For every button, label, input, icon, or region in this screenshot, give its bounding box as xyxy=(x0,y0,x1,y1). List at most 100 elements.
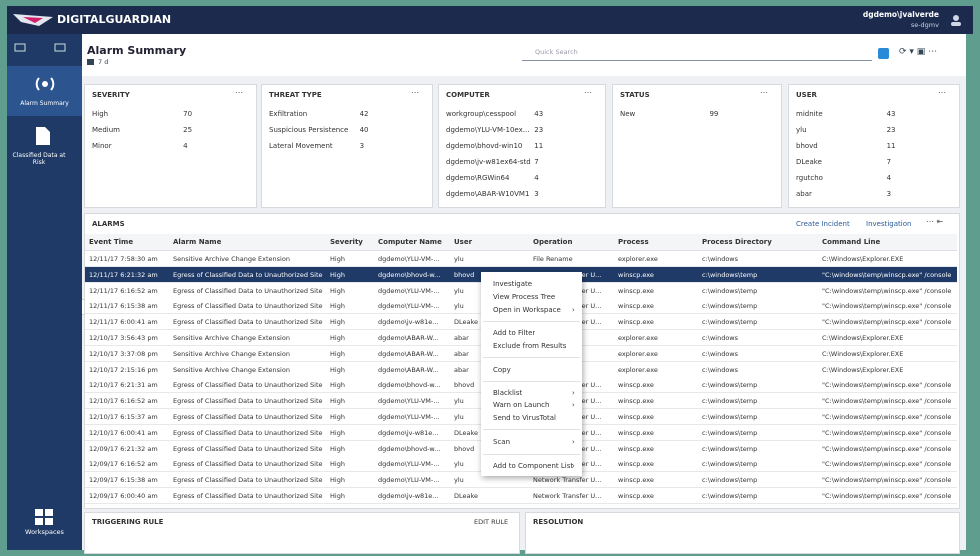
table-row[interactable] xyxy=(85,251,957,267)
sidebar-toggles[interactable] xyxy=(13,42,75,54)
panel-label[interactable]: ylu xyxy=(796,126,807,134)
panel-label[interactable]: rgutcho xyxy=(796,174,823,182)
panel-label[interactable]: dgdemo\RGWin64 xyxy=(446,174,510,182)
panel-title: COMPUTER xyxy=(446,91,490,99)
panel-label[interactable]: dgdemo\YLU-VM-10ex... xyxy=(446,126,530,134)
table-cell: winscp.exe xyxy=(618,428,654,437)
panel-value: 23 xyxy=(886,126,896,134)
table-row[interactable] xyxy=(85,472,957,489)
column-header[interactable]: Event Time xyxy=(89,238,134,246)
alarms-menu[interactable]: ⋯ ⇤ xyxy=(926,217,944,226)
panel-label[interactable]: dgdemo\bhovd-win10 xyxy=(446,142,523,150)
nav-label[interactable]: Classified Data at Risk xyxy=(12,152,66,166)
panel-label[interactable]: High xyxy=(92,110,109,118)
table-cell: High xyxy=(330,349,345,358)
table-cell: ylu xyxy=(454,413,464,421)
table-cell: "C:\windows\temp\winscp.exe" /console= xyxy=(822,444,951,453)
menu-item[interactable]: Investigate xyxy=(493,280,533,288)
panel-label[interactable]: abar xyxy=(796,190,812,198)
table-cell: c:\windows\temp xyxy=(702,381,758,390)
table-cell: explorer.exe xyxy=(618,255,658,263)
user-name[interactable]: dgdemo\jvalverde xyxy=(862,10,939,19)
panel-label[interactable]: dgdemo\ABAR-W10VM1 xyxy=(446,190,530,198)
panel-menu[interactable]: ⋯ xyxy=(235,88,243,97)
action[interactable]: Create Incident xyxy=(796,220,850,228)
table-cell: ylu xyxy=(454,255,464,263)
workspaces-label[interactable]: Workspaces xyxy=(25,528,64,536)
panel-menu[interactable]: ⋯ xyxy=(938,88,946,97)
filter-button[interactable] xyxy=(878,48,889,59)
menu-item[interactable]: View Process Tree xyxy=(493,293,556,301)
table-cell: c:\windows\temp xyxy=(702,397,758,406)
column-header[interactable]: User xyxy=(454,238,473,246)
table-cell: High xyxy=(330,286,345,295)
column-header[interactable]: Alarm Name xyxy=(173,238,222,246)
table-cell: High xyxy=(330,302,345,311)
panel-label[interactable]: Suspicious Persistence xyxy=(269,126,349,134)
nav-label[interactable]: Alarm Summary xyxy=(20,100,69,107)
panel-menu[interactable]: ⋯ xyxy=(760,88,768,97)
table-cell: c:\windows\temp xyxy=(702,302,758,311)
table-cell: 12/10/17 6:00:41 am xyxy=(89,428,158,437)
menu-item[interactable]: Warn on Launch xyxy=(493,401,550,409)
range[interactable]: 7 d xyxy=(98,58,109,66)
table-cell: High xyxy=(330,460,345,469)
table-cell: Egress of Classified Data to Unauthorize… xyxy=(173,270,323,279)
panel-value: 25 xyxy=(183,126,193,134)
menu-item[interactable]: Add to Component List xyxy=(493,462,574,470)
table-cell: High xyxy=(330,381,345,390)
column-header[interactable]: Command Line xyxy=(822,238,881,246)
menu-item[interactable]: Send to VirusTotal xyxy=(493,414,556,422)
panel-menu[interactable]: ⋯ xyxy=(411,88,419,97)
table-cell: dgdemo\bhovd-w... xyxy=(378,270,441,279)
table-cell: High xyxy=(330,428,345,437)
table-cell: bhovd xyxy=(454,444,475,453)
toolbar-icons[interactable]: ⟳ ▾ ▣ ⋯ xyxy=(899,47,938,57)
menu-item[interactable]: Blacklist xyxy=(493,389,523,397)
table-cell: dgdemo\ABAR-W... xyxy=(378,334,439,342)
summary-panel xyxy=(438,84,606,208)
action[interactable]: Investigation xyxy=(866,220,912,228)
table-cell: c:\windows\temp xyxy=(702,286,758,295)
panel-label[interactable]: midnite xyxy=(796,110,823,118)
user-icon[interactable] xyxy=(949,13,963,27)
panel-value: 4 xyxy=(183,142,188,150)
context-menu xyxy=(481,272,582,476)
nav-active[interactable] xyxy=(7,66,82,116)
table-row[interactable] xyxy=(85,488,957,504)
table-cell: 12/10/17 6:15:37 am xyxy=(89,413,158,421)
panel-label[interactable]: dgdemo\jv-w81ex64-std xyxy=(446,158,531,166)
menu-item[interactable]: Add to Filter xyxy=(493,329,536,337)
menu-item[interactable]: Exclude from Results xyxy=(493,342,567,350)
panel-label[interactable]: Lateral Movement xyxy=(269,142,333,150)
menu-item[interactable]: Copy xyxy=(493,366,511,374)
panel-menu[interactable]: ⋯ xyxy=(584,88,592,97)
edit-rule[interactable]: EDIT RULE xyxy=(474,518,509,526)
submenu-arrow: › xyxy=(572,389,575,397)
panel-label[interactable]: Medium xyxy=(92,126,120,134)
column-header[interactable]: Process Directory xyxy=(702,238,772,246)
column-header[interactable]: Severity xyxy=(330,238,363,246)
table-cell: 12/09/17 6:00:40 am xyxy=(89,492,158,500)
column-header[interactable]: Operation xyxy=(533,238,573,246)
column-header[interactable]: Computer Name xyxy=(378,238,442,246)
panel-title: THREAT TYPE xyxy=(269,91,322,99)
table-cell: C:\Windows\Explorer.EXE xyxy=(822,334,904,342)
panel-label[interactable]: DLeake xyxy=(796,158,822,166)
menu-item[interactable]: Open in Workspace xyxy=(493,306,561,314)
search-placeholder[interactable]: Quick Search xyxy=(535,48,578,56)
panel-label[interactable]: bhovd xyxy=(796,142,818,150)
table-cell: ylu xyxy=(454,476,464,485)
table-cell: Sensitive Archive Change Extension xyxy=(173,365,290,374)
table-cell: "C:\windows\temp\winscp.exe" /console= xyxy=(822,413,951,421)
panel-label[interactable]: New xyxy=(620,110,636,118)
column-header[interactable]: Process xyxy=(618,238,649,246)
search-box[interactable] xyxy=(522,46,872,61)
panel-title: SEVERITY xyxy=(92,91,130,99)
menu-item[interactable]: Scan xyxy=(493,438,511,446)
panel-label[interactable]: Exfiltration xyxy=(269,110,308,118)
panel-label[interactable]: workgroup\cesspool xyxy=(446,110,517,118)
table-cell: 12/10/17 6:21:31 am xyxy=(89,381,158,390)
panel-label[interactable]: Minor xyxy=(92,142,112,150)
